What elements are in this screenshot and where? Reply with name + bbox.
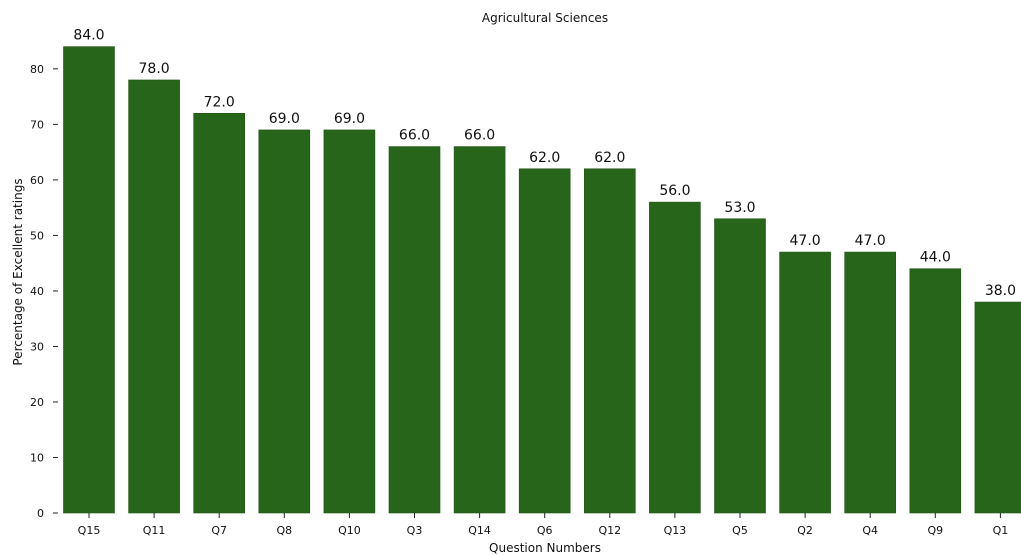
data-label-q2: 47.0 — [790, 233, 821, 249]
data-label-q11: 78.0 — [139, 61, 170, 77]
x-tick-label: Q15 — [78, 524, 101, 537]
y-tick-label: 40 — [30, 285, 44, 298]
bar-q14 — [453, 146, 506, 514]
x-axis-label: Question Numbers — [489, 541, 601, 555]
data-label-q15: 84.0 — [73, 28, 104, 44]
data-label-q10: 69.0 — [334, 111, 365, 127]
bar-q3 — [388, 146, 441, 514]
data-label-q8: 69.0 — [269, 111, 300, 127]
x-tick-label: Q13 — [664, 524, 687, 537]
x-tick-label: Q3 — [407, 524, 423, 537]
data-label-q14: 66.0 — [464, 128, 495, 144]
x-tick-label: Q6 — [537, 524, 553, 537]
x-tick-label: Q11 — [143, 524, 166, 537]
data-label-q13: 56.0 — [659, 183, 690, 199]
data-label-q9: 44.0 — [920, 250, 951, 266]
data-label-q5: 53.0 — [724, 200, 755, 216]
y-tick-label: 30 — [30, 340, 44, 353]
bar-q12 — [583, 168, 636, 514]
y-tick-label: 60 — [30, 174, 44, 187]
x-tick-label: Q10 — [338, 524, 361, 537]
bar-q6 — [518, 168, 571, 514]
data-label-q3: 66.0 — [399, 128, 430, 144]
y-axis: 0 10 20 30 40 50 60 70 80 — [30, 63, 58, 520]
bar-q8 — [258, 129, 311, 514]
bar-q4 — [844, 251, 897, 514]
bar-q5 — [714, 218, 766, 514]
bar-q15 — [63, 46, 115, 514]
x-tick-label: Q8 — [276, 524, 292, 537]
y-tick-label: 20 — [30, 396, 44, 409]
x-tick-label: Q12 — [598, 524, 621, 537]
y-tick-label: 80 — [30, 63, 44, 76]
x-tick-label: Q1 — [993, 524, 1009, 537]
data-label-q4: 47.0 — [855, 233, 886, 249]
bar-q1 — [974, 301, 1021, 514]
bar-q9 — [909, 268, 962, 514]
y-axis-label: Percentage of Excellent ratings — [11, 178, 25, 365]
x-tick-label: Q9 — [927, 524, 943, 537]
bar-q2 — [779, 251, 831, 514]
y-tick-label: 0 — [37, 507, 44, 520]
bar-q13 — [649, 201, 701, 514]
x-tick-label: Q5 — [732, 524, 748, 537]
data-label-q1: 38.0 — [985, 283, 1016, 299]
data-label-q12: 62.0 — [594, 150, 625, 166]
data-label-q7: 72.0 — [204, 94, 235, 110]
x-tick-label: Q7 — [211, 524, 227, 537]
bar-q10 — [323, 129, 376, 514]
y-tick-label: 50 — [30, 229, 44, 242]
data-label-q6: 62.0 — [529, 150, 560, 166]
x-tick-label: Q2 — [797, 524, 813, 537]
y-tick-label: 10 — [30, 451, 44, 464]
x-tick-label: Q4 — [862, 524, 878, 537]
bar-series — [63, 46, 1021, 514]
bar-q11 — [128, 79, 180, 514]
y-tick-label: 70 — [30, 118, 44, 131]
bar-q7 — [193, 112, 245, 514]
x-axis: Q15 Q11 Q7 Q8 Q10 Q3 Q14 Q6 Q12 Q13 Q5 Q2 Q4 Q9 Q1 — [78, 513, 1009, 537]
x-tick-label: Q14 — [468, 524, 491, 537]
chart-title: Agricultural Sciences — [482, 11, 608, 25]
data-labels: 84.0 78.0 72.0 69.0 69.0 66.0 66.0 62.0 62.0 56.0… — [73, 28, 1016, 299]
